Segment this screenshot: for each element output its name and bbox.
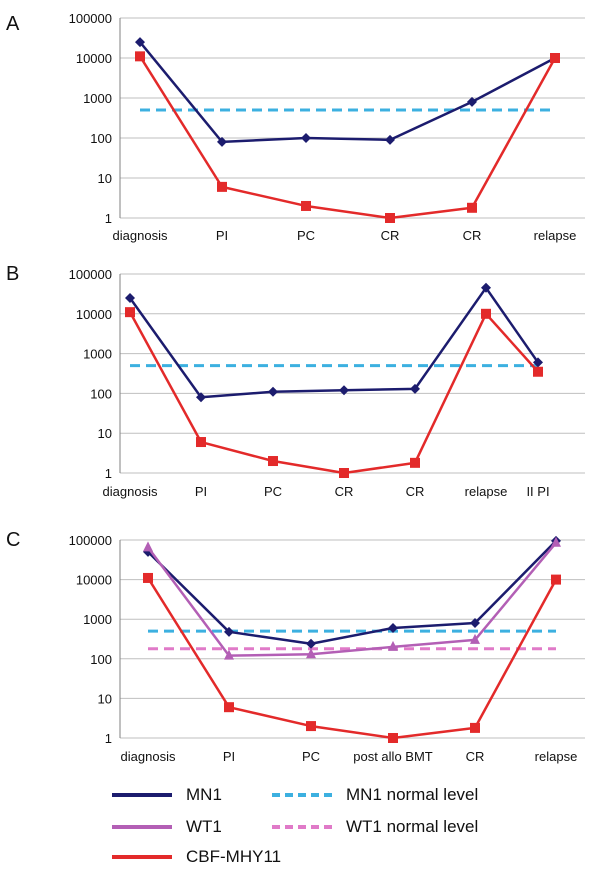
series-line-cbf [128, 311, 539, 475]
data-point-cbf [268, 456, 278, 467]
y-tick-label: 1000 [83, 612, 112, 627]
series-line-cbf [138, 55, 557, 220]
data-point-cbf [135, 51, 145, 62]
chart-panel-c: C 1 10 100 1000 10000 100000 diagnosis PI PC post … [6, 529, 585, 764]
y-tick-label: 10000 [76, 307, 112, 322]
data-point-cbf [224, 702, 234, 713]
data-point-mn1 [470, 618, 480, 629]
data-point-mn1 [125, 292, 135, 303]
x-tick-label: relapse [465, 484, 508, 499]
x-tick-label: II PI [526, 484, 549, 499]
data-point-wt1 [143, 541, 153, 552]
x-tick-label: PC [264, 484, 282, 499]
data-point-cbf [467, 202, 477, 213]
y-tick-label: 1000 [83, 347, 112, 362]
series-line-cbf [146, 577, 558, 740]
y-tick-label: 1 [105, 211, 112, 226]
y-tick-label: 100000 [69, 267, 112, 282]
data-point-mn1 [410, 383, 420, 394]
data-point-mn1 [385, 134, 395, 145]
y-tick-label: 10 [98, 426, 112, 441]
y-tick-label: 100 [90, 652, 112, 667]
data-point-cbf [143, 572, 153, 583]
y-tick-label: 100 [90, 386, 112, 401]
data-point-wt1 [470, 633, 480, 644]
x-tick-label: relapse [535, 749, 578, 764]
series-line-mn1 [147, 540, 557, 645]
data-point-mn1 [339, 385, 349, 396]
chart-panel-a: A 1 10 100 1000 10000 100000 diagnosis PI PC CR CR r… [6, 11, 585, 243]
data-point-cbf [339, 468, 349, 478]
data-point-mn1 [306, 638, 316, 649]
data-point-wt1 [551, 536, 561, 547]
data-point-mn1 [467, 96, 477, 107]
y-tick-label: 10 [98, 691, 112, 706]
y-tick-label: 10 [98, 171, 112, 186]
data-point-mn1 [217, 136, 227, 147]
x-tick-label: diagnosis [113, 228, 168, 243]
x-tick-label: PC [302, 749, 320, 764]
x-tick-label: diagnosis [121, 749, 176, 764]
data-point-cbf [551, 574, 561, 585]
x-tick-label: PC [297, 228, 315, 243]
panel-letter: B [6, 263, 19, 285]
data-point-cbf [470, 722, 480, 733]
x-tick-label: CR [381, 228, 400, 243]
x-tick-label: relapse [534, 228, 577, 243]
chart-panel-b: B 1 10 100 1000 10000 100000 diagnosis PI PC CR CR r… [6, 263, 585, 499]
data-point-mn1 [196, 392, 206, 403]
data-point-cbf [125, 307, 135, 318]
y-tick-label: 100000 [69, 533, 112, 548]
data-point-cbf [410, 457, 420, 468]
x-tick-label: CR [463, 228, 482, 243]
x-tick-label: PI [223, 749, 235, 764]
data-point-cbf [217, 181, 227, 192]
data-point-cbf [385, 213, 395, 223]
x-tick-label: CR [335, 484, 354, 499]
panel-letter: A [6, 13, 20, 35]
y-tick-label: 1 [105, 466, 112, 481]
series-line-mn1 [128, 286, 540, 399]
data-point-cbf [306, 721, 316, 732]
data-point-wt1 [388, 640, 398, 651]
y-tick-label: 100 [90, 131, 112, 146]
data-point-mn1 [224, 626, 234, 637]
data-point-mn1 [388, 622, 398, 633]
x-tick-label: CR [466, 749, 485, 764]
data-point-cbf [550, 53, 560, 63]
data-point-cbf [301, 200, 311, 211]
y-tick-label: 10000 [76, 51, 112, 66]
data-point-cbf [196, 437, 206, 448]
x-tick-label: PI [195, 484, 207, 499]
y-tick-label: 1000 [83, 91, 112, 106]
y-tick-label: 10000 [76, 573, 112, 588]
x-tick-label: CR [406, 484, 425, 499]
panel-letter: C [6, 529, 20, 551]
data-point-cbf [388, 733, 398, 743]
x-tick-label: post allo BMT [353, 749, 433, 764]
data-point-wt1 [306, 648, 316, 659]
data-point-cbf [481, 308, 491, 319]
data-point-mn1 [135, 37, 145, 48]
data-point-mn1 [533, 357, 543, 368]
data-point-cbf [533, 366, 543, 377]
series-line-mn1 [139, 41, 556, 144]
series-line-wt1 [146, 541, 557, 657]
data-point-mn1 [268, 386, 278, 397]
data-point-mn1 [481, 282, 491, 293]
data-point-mn1 [301, 133, 311, 143]
y-tick-label: 1 [105, 731, 112, 746]
y-tick-label: 100000 [69, 11, 112, 26]
x-tick-label: PI [216, 228, 228, 243]
data-point-wt1 [224, 649, 234, 660]
x-tick-label: diagnosis [103, 484, 158, 499]
